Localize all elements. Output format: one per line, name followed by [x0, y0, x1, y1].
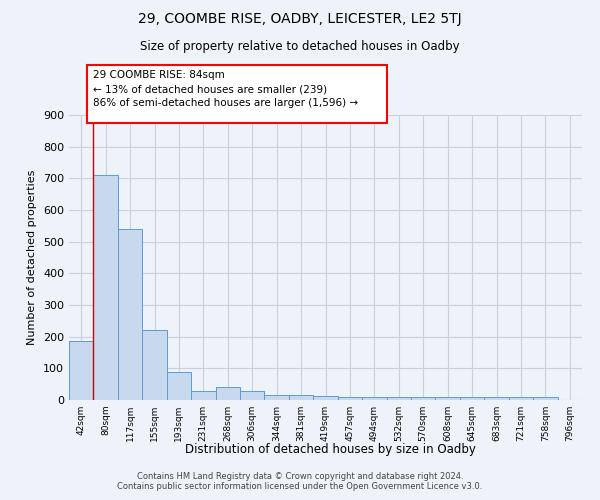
- Text: Size of property relative to detached houses in Oadby: Size of property relative to detached ho…: [140, 40, 460, 53]
- Bar: [167, 372, 191, 400]
- Text: Contains public sector information licensed under the Open Government Licence v3: Contains public sector information licen…: [118, 482, 482, 491]
- Bar: [69, 342, 94, 400]
- Bar: [265, 395, 289, 400]
- Bar: [386, 398, 411, 400]
- Bar: [436, 398, 460, 400]
- Bar: [191, 390, 215, 400]
- Bar: [362, 398, 386, 400]
- Bar: [460, 398, 484, 400]
- Bar: [338, 397, 362, 400]
- Text: 29, COOMBE RISE, OADBY, LEICESTER, LE2 5TJ: 29, COOMBE RISE, OADBY, LEICESTER, LE2 5…: [138, 12, 462, 26]
- Text: Distribution of detached houses by size in Oadby: Distribution of detached houses by size …: [185, 442, 475, 456]
- Bar: [533, 397, 557, 400]
- Bar: [411, 398, 436, 400]
- Bar: [215, 386, 240, 400]
- Y-axis label: Number of detached properties: Number of detached properties: [28, 170, 37, 345]
- Bar: [484, 398, 509, 400]
- Bar: [94, 175, 118, 400]
- Bar: [118, 229, 142, 400]
- Bar: [509, 398, 533, 400]
- Bar: [142, 330, 167, 400]
- Bar: [240, 392, 265, 400]
- Text: Contains HM Land Registry data © Crown copyright and database right 2024.: Contains HM Land Registry data © Crown c…: [137, 472, 463, 481]
- Bar: [289, 395, 313, 400]
- Bar: [313, 396, 338, 400]
- Text: 29 COOMBE RISE: 84sqm
← 13% of detached houses are smaller (239)
86% of semi-det: 29 COOMBE RISE: 84sqm ← 13% of detached …: [93, 70, 358, 108]
